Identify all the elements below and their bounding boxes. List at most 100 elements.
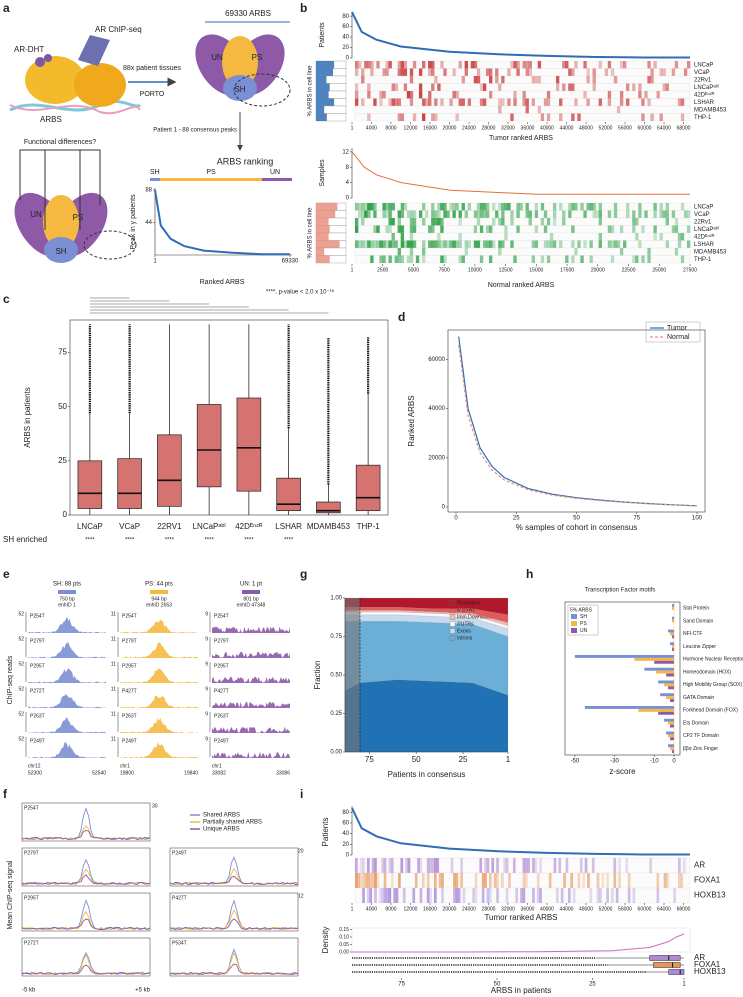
heatmap-cell: [479, 210, 484, 218]
heatmap-cell: [397, 225, 401, 233]
profile-line: [21, 868, 151, 886]
y-tick-label: 0.15: [339, 927, 349, 933]
coverage-track: [28, 717, 106, 733]
legend-swatch: [449, 621, 456, 627]
heatmap-cell: [437, 210, 441, 218]
profile-frame: [21, 892, 151, 932]
heatmap-cell: [656, 91, 660, 99]
heatmap-cell: [388, 225, 392, 233]
heatmap-cell: [598, 240, 602, 248]
legend-label: SH: [580, 614, 587, 620]
heatmap-cell: [379, 91, 383, 99]
heatmap-cell: [638, 83, 642, 91]
heatmap-cell: [355, 858, 358, 873]
scale-label: 52: [18, 711, 24, 717]
heatmap-cell: [355, 203, 359, 211]
heatmap-cell: [367, 240, 371, 248]
heatmap-cell: [397, 68, 401, 76]
box: [236, 397, 262, 492]
coordinate-label: 19800: [120, 770, 134, 776]
heatmap-cell: [565, 858, 569, 873]
bar: [638, 708, 675, 712]
y-tick-label: 88: [145, 188, 152, 194]
heatmap-cell: [632, 218, 636, 226]
heatmap-cell: [376, 873, 380, 888]
heatmap-cell: [358, 61, 362, 69]
heatmap-cell: [367, 210, 371, 218]
heatmap-cell: [486, 858, 490, 873]
scale-label: 52: [18, 661, 24, 667]
question-label: Functional differences?: [24, 139, 96, 146]
heatmap-cell: [552, 218, 557, 226]
heatmap-cell: [498, 218, 502, 226]
heatmap-cell: [501, 210, 505, 218]
cell-line-label: LNCaP: [694, 62, 713, 68]
panel-label: h: [526, 567, 533, 581]
heatmap-cell: [510, 210, 514, 218]
profile-line: [169, 952, 299, 975]
sample-label: P427T: [214, 688, 229, 694]
x-tick-label: 68000: [677, 125, 691, 131]
heatmap-cell: [522, 858, 526, 873]
heatmap-cell: [571, 225, 575, 233]
heatmap-cell: [528, 210, 532, 218]
heatmap-cell: [441, 888, 444, 903]
heatmap-cell: [409, 233, 414, 241]
heatmap-cell: [625, 858, 629, 873]
x-tick-label: 42Dᴱⁿᶻᴿ: [235, 522, 263, 531]
heatmap-cell: [453, 888, 456, 903]
heatmap-cell: [481, 888, 485, 903]
heatmap-cell: [400, 210, 405, 218]
heatmap-cell: [503, 858, 507, 873]
heatmap-cell: [397, 210, 401, 218]
heatmap-cell: [662, 210, 666, 218]
axis: [154, 188, 292, 256]
column-header: PS: 44 pts: [145, 582, 173, 588]
heatmap-cell: [647, 76, 651, 84]
x-tick-label: 52000: [599, 906, 613, 912]
heatmap-cell: [440, 61, 444, 69]
heatmap-cell: [425, 98, 429, 106]
heatmap-cell: [680, 98, 685, 106]
heatmap-cell: [376, 225, 380, 233]
heatmap-cell: [674, 61, 679, 69]
heatmap-cell: [616, 240, 621, 248]
heatmap-cell: [378, 888, 382, 903]
heatmap-cell: [489, 888, 492, 903]
area: [344, 597, 509, 616]
cell-line-label: LNCaPᵃᵇˡ: [694, 226, 719, 233]
heatmap-cell: [390, 858, 394, 873]
heatmap-cell: [579, 858, 583, 873]
heatmap-cell: [592, 76, 596, 84]
heatmap-cell: [653, 61, 657, 69]
side-bar: [316, 248, 325, 256]
x-tick-label: 75: [398, 982, 405, 988]
heatmap-cell: [440, 240, 444, 248]
heatmap-cell: [536, 888, 540, 903]
heatmap-cell: [492, 240, 496, 248]
heatmap-cell: [403, 61, 408, 69]
profile-line: [21, 858, 151, 885]
heatmap-cell: [683, 210, 688, 218]
x-tick-label: 48000: [579, 125, 593, 131]
heatmap-cell: [540, 113, 545, 121]
heatmap-cell: [431, 210, 435, 218]
heatmap-cell: [417, 858, 420, 873]
box: [316, 501, 341, 514]
heatmap-cell: [361, 98, 365, 106]
heatmap-cell: [382, 203, 386, 211]
heatmap-cell: [613, 76, 618, 84]
heatmap-cell: [598, 98, 602, 106]
heatmap-cell: [467, 203, 472, 211]
category-label: SH: [150, 169, 160, 176]
heatmap-cell: [537, 76, 542, 84]
heatmap-cell: [355, 98, 359, 106]
heatmap-cell: [455, 203, 459, 211]
y-tick-label: 0.10: [339, 934, 349, 940]
heatmap-cell: [650, 68, 654, 76]
heatmap-cell: [431, 203, 435, 211]
heatmap-cell: [455, 91, 459, 99]
heatmap-cell: [501, 203, 505, 211]
track-label: AR: [694, 861, 705, 870]
heatmap-cell: [370, 68, 374, 76]
